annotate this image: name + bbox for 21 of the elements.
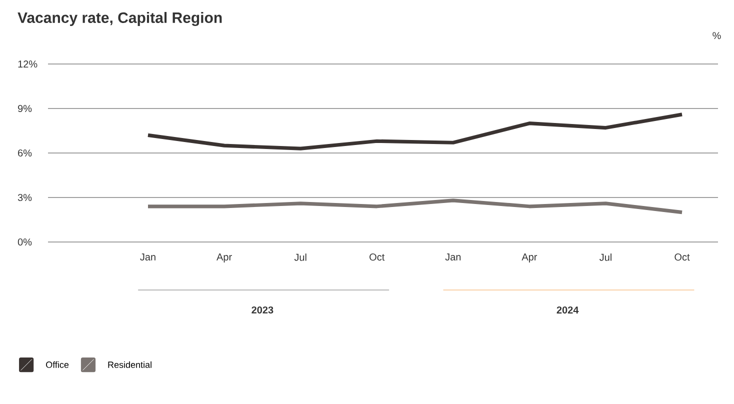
x-tick-label: Jul <box>294 254 306 261</box>
y-tick-label: 6% <box>18 149 32 157</box>
text: 2023 <box>252 306 274 314</box>
x-tick-label: Oct <box>674 254 690 261</box>
y-tick-label: 12% <box>18 60 38 68</box>
x-tick-label: Jul <box>599 254 612 261</box>
x-tick-label: Apr <box>522 254 538 262</box>
y-axis-title: % <box>712 32 721 40</box>
text: 2024 <box>556 306 579 314</box>
legend-label: Residential <box>108 361 152 368</box>
x-tick-label: Jan <box>445 254 461 261</box>
line-series <box>146 112 684 150</box>
x-tick-label: Jan <box>140 254 156 261</box>
y-tick-label: 9% <box>18 104 32 112</box>
y-tick-label: 0% <box>18 238 32 246</box>
x-tick-label: Oct <box>370 254 385 261</box>
y-tick-label: 3% <box>18 194 32 202</box>
chart-title: Vacancy rate, Capital Region <box>18 12 222 26</box>
x-tick-label: Apr <box>216 254 232 262</box>
legend-label: Office <box>46 361 69 368</box>
line-series <box>146 198 684 214</box>
